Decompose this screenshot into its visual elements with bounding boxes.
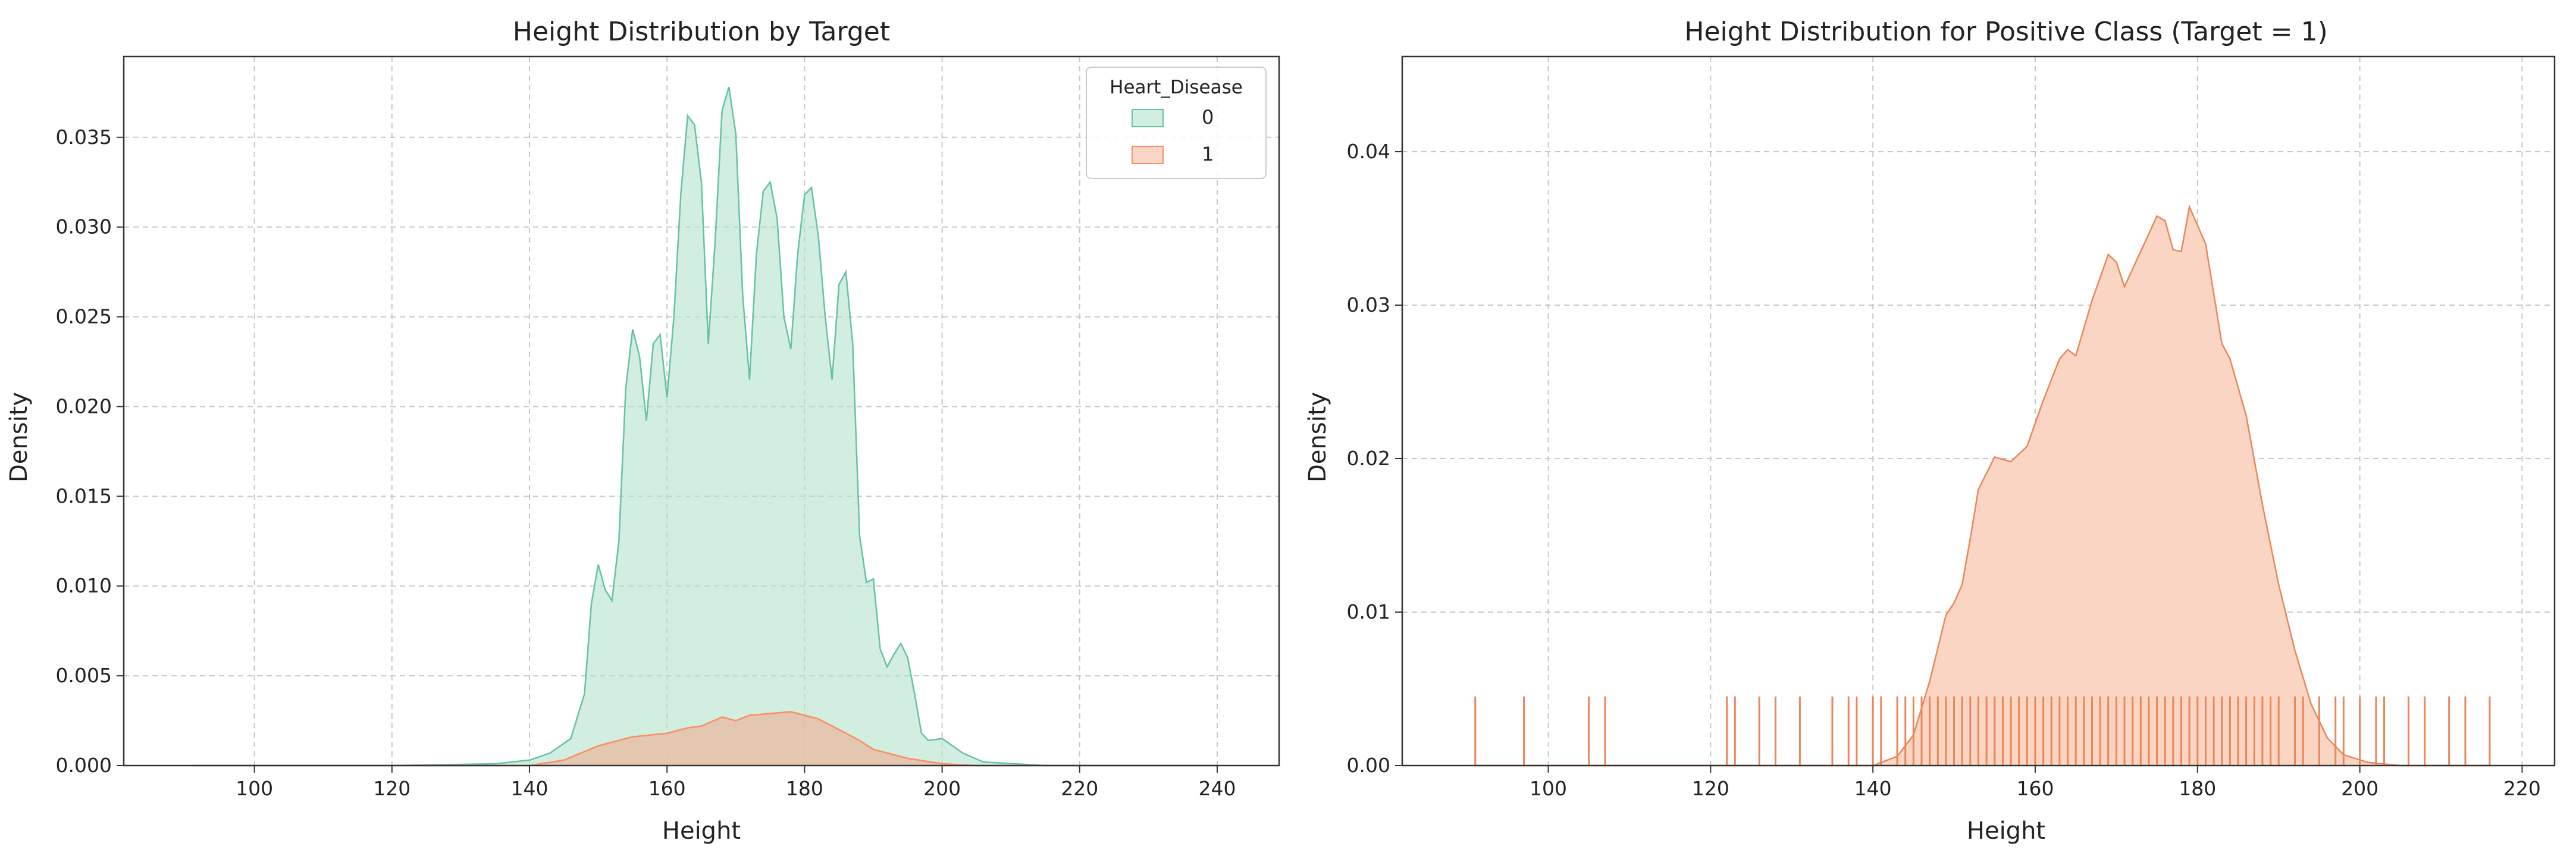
chart-right: Height Distribution for Positive Class (… <box>1304 17 2556 845</box>
chart-right-ylabel: Density <box>1304 392 1331 482</box>
chart-left-xtick-label: 100 <box>236 777 273 800</box>
chart-left-ytick-label: 0.000 <box>56 754 112 777</box>
chart-left-series-0-area <box>192 87 1218 766</box>
chart-left-ytick-label: 0.010 <box>56 574 112 597</box>
chart-right-series <box>1475 204 2490 767</box>
chart-left-ytick-label: 0.025 <box>56 305 112 328</box>
chart-left-title: Height Distribution by Target <box>513 17 890 47</box>
chart-left-xtick-label: 240 <box>1198 777 1236 800</box>
legend-label-1: 1 <box>1202 143 1214 165</box>
legend-swatch-1 <box>1132 146 1164 164</box>
chart-right-xtick-label: 120 <box>1692 777 1729 800</box>
chart-left-xtick-label: 160 <box>648 777 686 800</box>
chart-right-series-0-area <box>1475 206 2490 766</box>
chart-right-ytick-label: 0.00 <box>1347 754 1390 777</box>
chart-left-ylabel: Density <box>5 392 33 482</box>
chart-left-ytick-label: 0.035 <box>56 126 112 149</box>
chart-right-yticks: 0.00 0.01 0.02 0.03 0.04 <box>1347 140 1402 777</box>
chart-right-ytick-label: 0.03 <box>1347 293 1390 316</box>
chart-left-xtick-label: 180 <box>786 777 823 800</box>
chart-right-series-0-line <box>1475 204 2490 767</box>
chart-left-xtick-label: 120 <box>373 777 410 800</box>
chart-right-xtick-label: 140 <box>1854 777 1892 800</box>
chart-left: Height Distribution by Target Height Den… <box>5 17 1280 845</box>
legend-box <box>1086 67 1267 179</box>
chart-right-title: Height Distribution for Positive Class (… <box>1684 17 2327 47</box>
chart-left-ytick-label: 0.005 <box>56 664 112 687</box>
legend-label-0: 0 <box>1202 106 1214 128</box>
chart-left-xticks: 100 120 140 160 180 200 220 240 <box>236 766 1236 800</box>
legend-title: Heart_Disease <box>1110 77 1243 98</box>
chart-left-ytick-label: 0.030 <box>56 215 112 239</box>
chart-left-xtick-label: 200 <box>923 777 961 800</box>
chart-left-yticks: 0.000 0.005 0.010 0.015 0.020 0.025 0.030 0.035 <box>56 126 124 777</box>
chart-right-xtick-label: 100 <box>1530 777 1567 800</box>
chart-left-xtick-label: 140 <box>511 777 549 800</box>
chart-right-frame <box>1401 55 2556 767</box>
chart-left-series <box>192 86 1218 767</box>
chart-left-ytick-label: 0.015 <box>56 484 112 507</box>
chart-left-series-1-line <box>192 711 1217 767</box>
chart-right-xlabel: Height <box>1967 817 2045 845</box>
chart-left-series-0-line <box>192 86 1217 767</box>
chart-left-xtick-label: 220 <box>1061 777 1098 800</box>
chart-left-xlabel: Height <box>662 817 741 845</box>
chart-left-ytick-label: 0.020 <box>56 394 112 418</box>
chart-right-ytick-label: 0.02 <box>1347 447 1390 470</box>
chart-right-ytick-label: 0.04 <box>1347 140 1390 163</box>
legend: Heart_Disease 0 1 <box>1086 67 1267 179</box>
chart-right-xtick-label: 180 <box>2179 777 2216 800</box>
chart-right-ytick-label: 0.01 <box>1347 600 1390 623</box>
chart-right-xtick-label: 220 <box>2503 777 2541 800</box>
chart-right-xticks: 100 120 140 160 180 200 220 <box>1530 766 2541 800</box>
chart-right-xtick-label: 160 <box>2016 777 2054 800</box>
chart-left-series-1-area <box>192 711 1218 766</box>
chart-left-frame <box>123 55 1280 767</box>
chart-right-rug <box>1474 696 2491 766</box>
chart-right-xtick-label: 200 <box>2341 777 2378 800</box>
legend-swatch-0 <box>1132 109 1164 127</box>
